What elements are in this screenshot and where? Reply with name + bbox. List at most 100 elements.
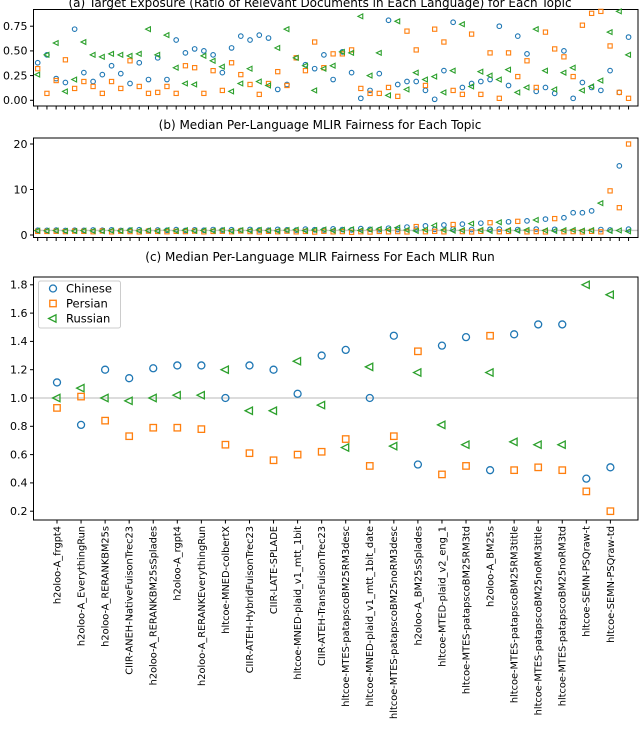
data-point-circle [341, 345, 350, 355]
data-point-circle [459, 221, 466, 227]
data-point-triangle [356, 227, 364, 234]
data-point-circle [534, 320, 543, 329]
data-point-square [570, 73, 576, 80]
data-point-triangle [550, 86, 558, 93]
data-point-triangle [33, 227, 41, 234]
data-point-square [534, 463, 543, 472]
data-point-square [468, 31, 475, 37]
data-point-triangle [319, 226, 327, 233]
x-tick-run-label: hltcoe-MTES-patapscoBM25noRM3title [534, 526, 545, 715]
data-point-circle [108, 62, 115, 69]
x-tick-run-label: hltcoe-MTES-patapscoBM25RM3title [510, 526, 521, 703]
data-point-circle [561, 214, 567, 221]
data-point-triangle [338, 226, 345, 234]
data-point-triangle [476, 68, 484, 75]
data-point-circle [542, 84, 549, 91]
data-point-square [219, 87, 226, 94]
data-point-square [136, 83, 142, 90]
data-point-circle [245, 361, 254, 370]
data-point-triangle [61, 88, 68, 95]
data-point-circle [422, 87, 429, 94]
data-point-triangle [282, 25, 290, 33]
data-point-circle [100, 365, 110, 374]
data-point-triangle [144, 227, 151, 234]
data-point-circle [524, 51, 530, 57]
data-point-triangle [319, 65, 327, 72]
data-point-circle [191, 46, 198, 52]
data-point-square [496, 229, 502, 235]
x-tick-run-label: h2oloo-A_RERANKBM25s [101, 526, 112, 647]
data-point-circle [247, 37, 253, 43]
data-point-circle [582, 474, 591, 483]
data-point-square [108, 78, 115, 85]
data-point-triangle [421, 226, 428, 234]
x-tick-run-label: CIIR-ANEH-NativeFuisonTrec23 [125, 526, 136, 675]
y-tick-label: 1.2 [10, 364, 28, 377]
data-point-square [487, 50, 493, 56]
x-tick-run-label: CIIR-ATEH-TransFuisonTrec23 [317, 526, 328, 666]
data-point-circle [505, 218, 512, 225]
data-point-square [125, 432, 134, 441]
data-point-square [579, 22, 586, 28]
data-point-circle [52, 378, 62, 387]
x-tick-run-label: h2oloo-A_EverythingRun [76, 526, 87, 646]
data-point-circle [509, 330, 519, 339]
data-point-triangle [147, 393, 157, 403]
data-point-square [155, 89, 161, 96]
y-tick-label: 0.2 [10, 505, 28, 518]
x-tick-run-label: h2oloo-A_RERANKEverythingRun [197, 526, 208, 686]
chart-c-plot: 0.2 0.4 0.6 0.8 1.0 1.2 1.4 1.6 1.8 h2oloo-A_frgp… [10, 276, 639, 719]
data-point-square [588, 10, 595, 17]
data-point-triangle [504, 226, 512, 234]
y-tick-label: 20 [14, 138, 28, 151]
data-point-triangle [190, 227, 198, 235]
data-point-triangle [467, 220, 475, 227]
data-point-square [330, 51, 336, 57]
data-point-square [238, 71, 244, 78]
data-point-triangle [98, 227, 105, 235]
legend-box [38, 280, 121, 329]
data-point-triangle [384, 226, 392, 233]
y-tick-label: 0.50 [3, 45, 28, 58]
data-point-square [606, 507, 615, 516]
y-tick-label: 0.8 [10, 420, 28, 433]
data-point-circle [173, 37, 180, 43]
data-point-triangle [559, 226, 567, 234]
data-point-circle [367, 87, 373, 94]
data-point-triangle [605, 28, 613, 36]
data-point-triangle [412, 69, 419, 76]
data-point-triangle [172, 64, 179, 72]
data-point-square [598, 8, 604, 15]
data-point-triangle [365, 226, 373, 233]
data-point-circle [524, 218, 530, 224]
data-point-triangle [624, 51, 632, 59]
data-point-triangle [449, 227, 456, 234]
data-point-triangle [273, 227, 281, 235]
x-tick-run-label: CIIR-LATE-SPLADE [269, 526, 280, 614]
data-point-square [413, 47, 419, 53]
data-point-square [376, 90, 382, 97]
data-point-triangle [532, 439, 542, 450]
data-point-circle [459, 84, 466, 91]
data-point-square [510, 466, 519, 475]
data-point-triangle [569, 64, 576, 72]
data-point-square [62, 57, 69, 63]
data-point-square [269, 456, 278, 465]
data-point-circle [558, 320, 567, 329]
data-point-triangle [347, 49, 355, 57]
data-point-circle [293, 389, 302, 398]
data-point-triangle [522, 84, 530, 91]
data-point-square [450, 221, 456, 228]
data-point-square [542, 29, 549, 35]
x-tick-run-label: h2oloo-A_BM25s [485, 526, 496, 607]
data-point-circle [514, 33, 521, 39]
data-point-square [598, 229, 604, 235]
data-point-square [414, 347, 422, 356]
data-point-square [487, 220, 493, 226]
data-point-triangle [219, 364, 230, 375]
data-point-square [145, 90, 152, 97]
data-point-triangle [236, 226, 244, 234]
data-point-square [561, 54, 567, 60]
x-tick-run-label: hltcoe-MTES-patapscoBM25noRM3desc [389, 526, 400, 719]
